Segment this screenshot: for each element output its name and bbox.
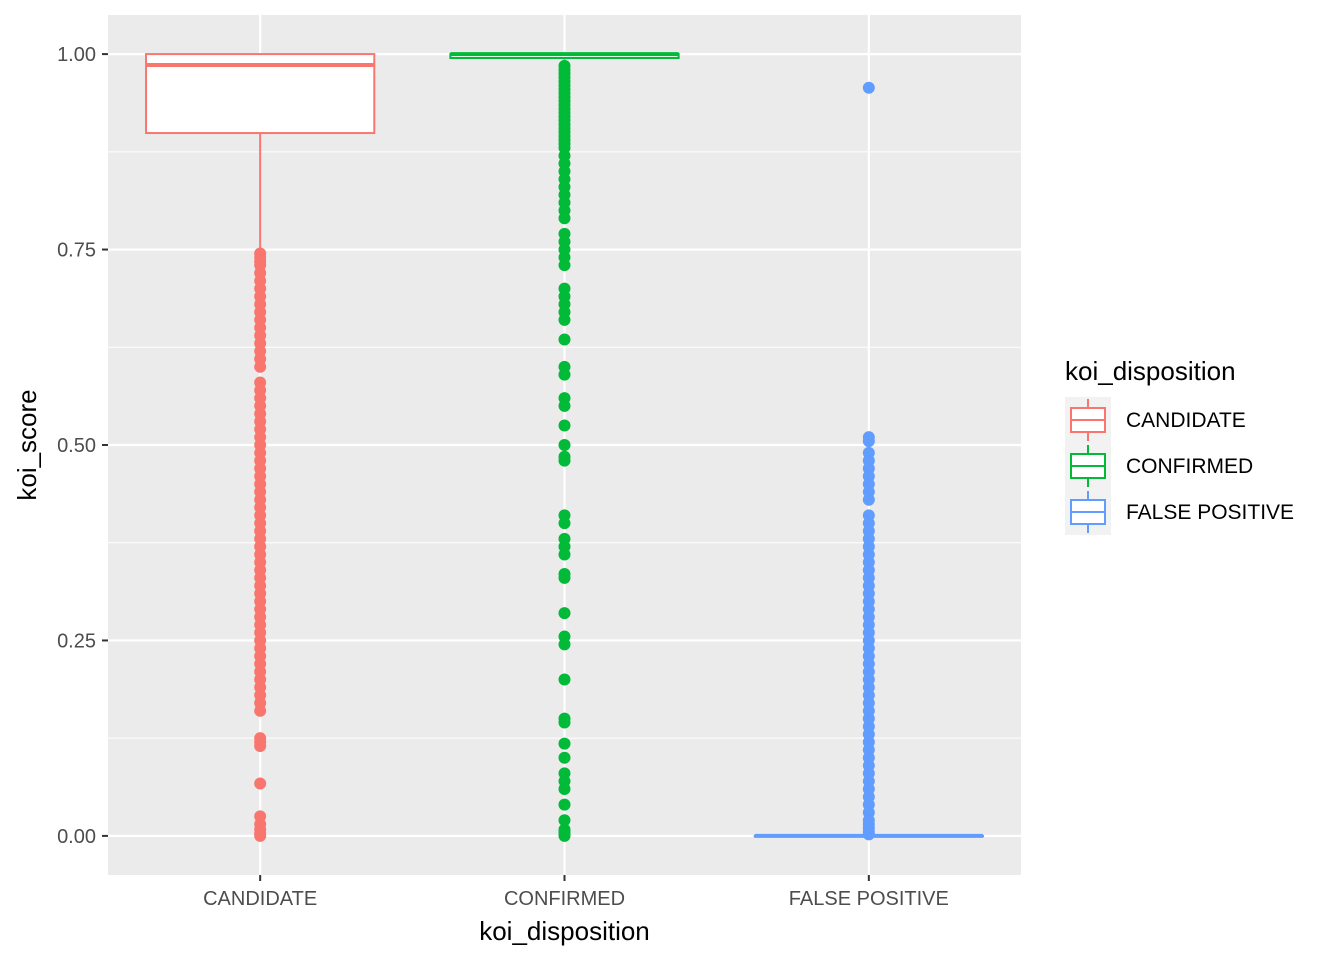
outlier-layer [254, 59, 875, 842]
outlier-point [558, 814, 571, 827]
y-tick-label: 0.75 [57, 240, 96, 262]
outlier-point [558, 673, 571, 686]
outlier-point [558, 333, 571, 346]
outlier-point [862, 435, 875, 448]
legend-item: CONFIRMED [1065, 443, 1253, 489]
boxplot-group [449, 52, 680, 60]
x-tick-label: CONFIRMED [504, 888, 625, 910]
outlier-point [558, 638, 571, 651]
outlier-point [558, 716, 571, 729]
outlier-point [254, 777, 267, 790]
box-layer [145, 52, 984, 838]
outlier-point [558, 419, 571, 432]
outlier-point [558, 517, 571, 530]
legend-label: FALSE POSITIVE [1126, 501, 1294, 524]
outlier-point [558, 571, 571, 584]
outlier-point [254, 740, 267, 752]
outlier-point [862, 493, 875, 506]
x-axis-title: koi_disposition [479, 916, 650, 946]
outlier-point [558, 399, 571, 412]
y-tick-label: 1.00 [57, 44, 96, 66]
y-axis-title: koi_score [12, 389, 42, 500]
legend-title: koi_disposition [1065, 356, 1236, 386]
boxplot-group [145, 53, 376, 253]
outlier-point [558, 368, 571, 381]
outlier-point [558, 607, 571, 620]
outlier-point [558, 313, 571, 326]
y-tick-label: 0.25 [57, 630, 96, 652]
outlier-point [558, 798, 571, 811]
outlier-point [558, 829, 571, 842]
legend-label: CONFIRMED [1126, 455, 1253, 478]
y-axis: 0.00 0.25 0.50 0.75 1.00 [57, 44, 108, 848]
y-tick-label: 0.50 [57, 435, 96, 457]
outlier-point [862, 81, 875, 94]
box-iqr [145, 53, 376, 135]
legend-label: CANDIDATE [1126, 409, 1246, 432]
outlier-point [558, 212, 571, 225]
outlier-point [558, 259, 571, 272]
y-tick-label: 0.00 [57, 826, 96, 848]
outlier-point [558, 548, 571, 561]
x-tick-label: FALSE POSITIVE [789, 888, 949, 910]
outlier-point [558, 751, 571, 764]
outlier-point [254, 360, 267, 373]
legend: koi_disposition CANDIDATE CONFIRMED FALSE … [1065, 356, 1294, 535]
outlier-point [558, 737, 571, 750]
x-tick-label: CANDIDATE [203, 888, 317, 910]
x-axis: CANDIDATE CONFIRMED FALSE POSITIVE [203, 875, 949, 910]
legend-item: CANDIDATE [1065, 397, 1246, 443]
outlier-point [558, 439, 571, 451]
outlier-point [558, 783, 571, 795]
legend-item: FALSE POSITIVE [1065, 489, 1294, 535]
outlier-point [254, 829, 267, 842]
legend-items: CANDIDATE CONFIRMED FALSE POSITIVE [1065, 397, 1294, 535]
outlier-point [254, 704, 267, 717]
outlier-point [558, 454, 571, 467]
boxplot-group [753, 833, 984, 838]
